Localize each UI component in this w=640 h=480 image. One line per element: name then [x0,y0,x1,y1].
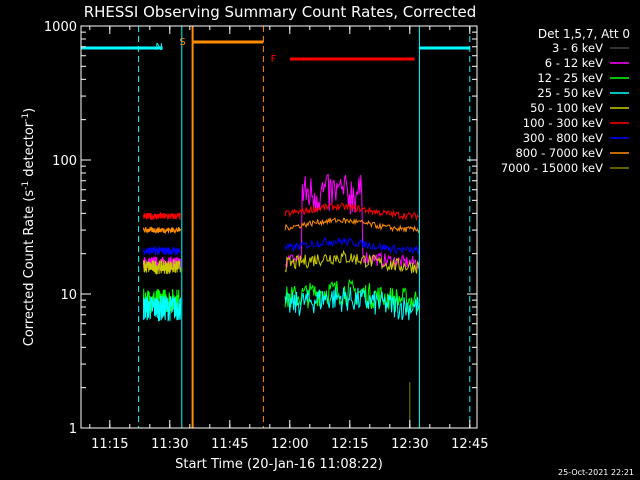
x-tick-label-1: 11:30 [151,437,188,452]
x-tick-label-4: 12:15 [331,437,368,452]
y-axis-label-end: ) [22,108,37,113]
legend-label-4: 50 - 100 keV [530,101,603,115]
legend-label-3: 25 - 50 keV [537,86,603,100]
data-layer: N S F [80,26,471,428]
flag-label-n: N [155,42,162,53]
legend-label-2: 12 - 25 keV [537,71,603,85]
legend-label-5: 100 - 300 keV [523,116,603,130]
legend-label-0: 3 - 6 keV [552,41,603,55]
series-3-line-b [284,287,420,321]
axis-layer: 11:15 11:30 11:45 12:00 12:15 12:30 12:45 1 10 10… [44,20,489,452]
series-6-line-a [143,245,181,256]
series-4-line-a [142,259,182,276]
legend-label-1: 6 - 12 keV [545,56,603,70]
x-tick-label-5: 12:30 [391,437,428,452]
y-tick-label-1: 10 [60,288,77,303]
plot-frame [80,25,478,429]
y-axis-label-exp2: -1 [21,113,31,122]
footer-timestamp: 25-Oct-2021 22:21 [558,468,634,477]
series-2-line-b [284,278,420,313]
series-1-line-b [284,173,420,270]
legend-label-8: 7000 - 15000 keV [501,161,603,175]
y-axis-label-mid: detector [22,121,37,181]
series-0-line-a [142,181,182,191]
y-tick-label-3: 1000 [44,20,77,35]
flag-label-f: F [271,54,277,65]
y-tick-label-2: 100 [52,154,77,169]
chart-title: RHESSI Observing Summary Count Rates, Co… [84,3,477,21]
legend-label-6: 300 - 800 keV [523,131,603,145]
series-4-line-b [284,249,420,274]
legend-label-7: 800 - 7000 keV [515,146,603,160]
x-tick-label-6: 12:45 [451,437,488,452]
x-tick-label-3: 12:00 [271,437,308,452]
series-3-line-a [142,295,182,322]
y-axis-label-main: Corrected Count Rate (s [22,190,37,347]
x-tick-label-2: 11:45 [211,437,248,452]
x-tick-label-0: 11:15 [91,437,128,452]
series-7-line-a [142,225,182,235]
legend-header: Det 1,5,7, Att 0 [538,27,630,41]
y-axis-label: Corrected Count Rate (s-1 detector-1) [21,108,37,346]
flag-label-s: S [179,37,185,48]
y-tick-label-0: 1 [69,422,77,437]
series-6-line-b [284,236,420,256]
series-5-line-a [142,211,182,221]
y-axis-label-exp1: -1 [21,181,31,190]
series-7-line-b [284,217,420,234]
series-5-line-b [284,202,420,222]
x-axis-label: Start Time (20-Jan-16 11:08:22) [175,457,383,472]
series-0-line-b [284,160,420,190]
